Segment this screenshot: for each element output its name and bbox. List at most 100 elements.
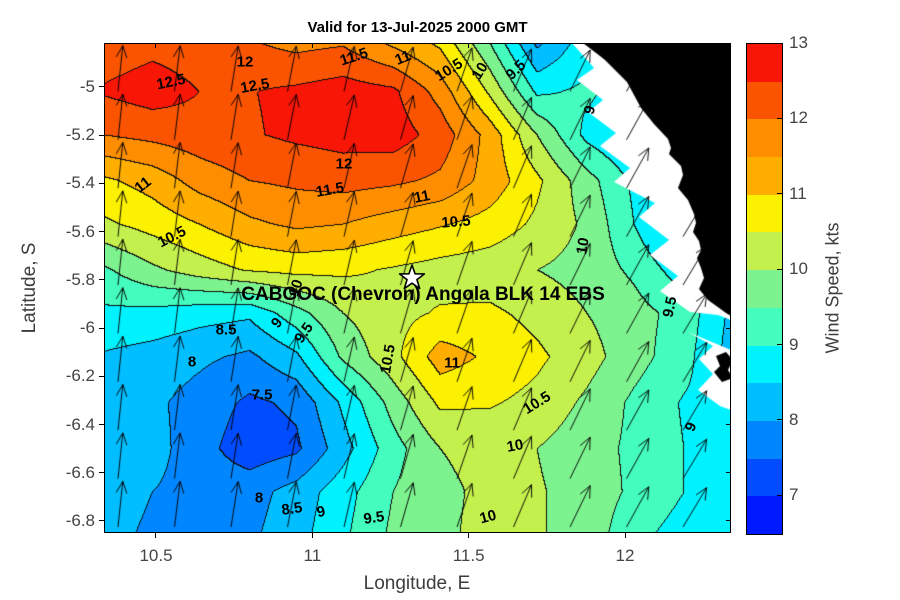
colorbar-segment [747, 307, 782, 346]
wind-speed-map-canvas [104, 43, 731, 533]
contour-label: 9.5 [362, 508, 386, 528]
colorbar-segment [747, 496, 782, 534]
contour-label: 8.5 [215, 321, 237, 339]
y-tick-mark-right [726, 86, 730, 88]
y-tick-mark [99, 231, 104, 233]
contour-label: 10.5 [432, 55, 466, 85]
contour-label: 9.5 [502, 56, 530, 84]
contour-label: 12.5 [239, 75, 271, 97]
y-tick-mark-right [726, 327, 730, 329]
x-tick-mark-top [468, 44, 470, 48]
contour-label: 12 [335, 155, 353, 173]
colorbar-tick-label: 8 [789, 409, 799, 429]
x-tick-mark-top [624, 44, 626, 48]
plot-area: 12 12.5 12.5 11.5 11 10.5 10 9.5 9 11 10.5 12 11.5 11… [104, 43, 731, 533]
y-tick-label: -6.6 [65, 462, 95, 482]
colorbar-tick-mark [777, 193, 782, 195]
contour-label: 10.5 [155, 222, 189, 252]
x-tick-mark [468, 533, 470, 538]
colorbar-segment [747, 81, 782, 120]
y-tick-label: -6.8 [65, 510, 95, 530]
y-tick-mark [99, 182, 104, 184]
y-tick-mark-right [726, 375, 730, 377]
colorbar-tick-mark [777, 117, 782, 119]
contour-label: 12.5 [154, 70, 188, 94]
colorbar-label: Wind Speed, kts [822, 222, 843, 354]
colorbar-segment [747, 194, 782, 233]
x-tick-mark-top [155, 44, 157, 48]
colorbar-segment [747, 345, 782, 384]
y-axis-label: Latitude, S [19, 242, 40, 334]
y-tick-label: -6 [79, 318, 95, 338]
y-tick-mark [99, 86, 104, 88]
colorbar-tick-mark [777, 494, 782, 496]
contour-label: 11 [392, 47, 414, 69]
colorbar-segment [747, 119, 782, 158]
y-tick-mark-right [726, 472, 730, 474]
contour-label: 9.5 [291, 319, 317, 347]
colorbar-tick-label: 13 [789, 33, 808, 52]
contour-label: 11 [131, 173, 155, 197]
y-tick-label: -6.2 [65, 366, 95, 386]
contour-label: 12 [236, 53, 254, 71]
contour-label: 8 [254, 489, 264, 507]
contour-label: 9 [267, 314, 287, 332]
colorbar-segment [747, 458, 782, 497]
contour-label: 10 [477, 506, 499, 528]
contour-label: 10.5 [520, 388, 554, 418]
colorbar-segment [747, 270, 782, 308]
y-tick-mark-right [726, 231, 730, 233]
colorbar-segment [747, 157, 782, 195]
x-tick-label: 11.5 [452, 546, 485, 565]
x-tick-label: 12 [615, 546, 635, 565]
colorbar-segment [747, 383, 782, 421]
y-tick-mark [99, 472, 104, 474]
contour-label: 8 [187, 353, 197, 371]
contour-label: 11 [444, 354, 460, 372]
colorbar-segment [747, 420, 782, 459]
contour-label: 9 [681, 419, 701, 435]
y-tick-mark [99, 520, 104, 522]
y-tick-mark [99, 424, 104, 426]
contour-label: 10 [468, 59, 492, 83]
y-tick-mark [99, 327, 104, 329]
y-tick-mark-right [726, 424, 730, 426]
y-tick-label: -5.8 [65, 269, 95, 289]
star-marker-icon [399, 264, 426, 290]
site-annotation: CABGOC (Chevron) Angola BLK 14 EBS [241, 284, 605, 306]
colorbar-tick-mark [777, 42, 782, 44]
y-tick-label: -5.2 [65, 125, 95, 145]
y-tick-label: -5 [79, 76, 95, 96]
colorbar-tick-label: 11 [789, 183, 807, 203]
y-tick-label: -6.4 [65, 414, 95, 434]
contour-label: 9 [315, 502, 327, 522]
colorbar [746, 43, 783, 535]
page-title: Valid for 13-Jul-2025 2000 GMT [307, 19, 528, 36]
colorbar-tick-mark [777, 268, 782, 270]
y-tick-label: -5.4 [65, 173, 95, 193]
contour-label: 7.5 [251, 386, 273, 404]
x-tick-label: 10.5 [139, 546, 173, 565]
colorbar-tick-label: 7 [789, 485, 799, 505]
colorbar-tick-label: 12 [789, 108, 808, 128]
colorbar-segment [747, 232, 782, 271]
colorbar-tick-label: 10 [789, 259, 808, 279]
y-tick-mark-right [726, 520, 730, 522]
contour-label: 9.5 [659, 295, 681, 319]
y-tick-label: -5.6 [65, 221, 95, 241]
contour-label: 10 [505, 436, 525, 456]
contour-label: 11.5 [337, 44, 371, 70]
colorbar-tick-mark [777, 419, 782, 421]
x-axis-label: Longitude, E [363, 573, 471, 594]
colorbar-segment [747, 44, 782, 82]
y-tick-mark [99, 375, 104, 377]
y-tick-mark-right [726, 134, 730, 136]
contour-label: 11 [412, 187, 432, 207]
contour-label: 10.5 [440, 212, 472, 232]
colorbar-tick-mark [777, 344, 782, 346]
contour-label: 10.5 [377, 343, 399, 375]
colorbar-tick-label: 9 [789, 334, 799, 354]
x-tick-mark [311, 533, 313, 538]
x-tick-mark [155, 533, 157, 538]
